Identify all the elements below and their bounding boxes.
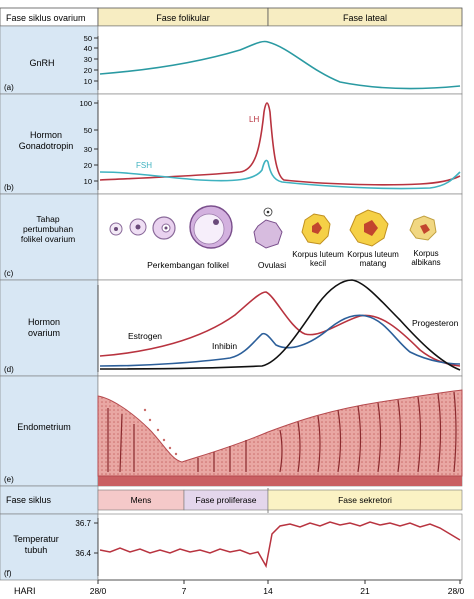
young-cl-caption-2: kecil (310, 259, 326, 268)
development-caption: Perkembangan folikel (147, 260, 229, 270)
endometrium-basal-layer (98, 476, 462, 486)
proliferative-label: Fase proliferase (196, 495, 257, 505)
inhibin-curve (99, 314, 461, 367)
temperature-tick-36-4: 36.4 (75, 549, 91, 558)
fsh-curve (99, 159, 461, 190)
secondary-follicle-illustration (152, 216, 176, 240)
days-label: HARI (14, 586, 36, 596)
days-axis: HARI 28/0 7 14 21 28/0 (14, 579, 465, 596)
mature-cl-caption-1: Korpus luteum (347, 250, 399, 259)
gonadotropin-plot-area (97, 93, 463, 195)
fsh-label: FSH (136, 161, 152, 170)
day-tick-21: 21 (360, 586, 370, 596)
follicle-letter: (c) (4, 269, 14, 278)
day-tick-14: 14 (263, 586, 273, 596)
menstrual-shedding-dots (143, 408, 178, 456)
panel-gnrh: GnRH (a) 50 40 30 20 10 (0, 25, 463, 95)
gnrh-y-axis: 50 40 30 20 10 (84, 34, 99, 90)
gonadotropin-tick-50: 50 (84, 126, 92, 135)
follicle-label-3: folikel ovarium (21, 234, 75, 244)
lh-label: LH (249, 115, 259, 124)
primary-follicle-illustration (129, 218, 147, 236)
gonadotropin-label-1: Hormon (30, 130, 62, 140)
gonadotropin-letter: (b) (4, 183, 14, 192)
endometrium-letter: (e) (4, 475, 14, 484)
gnrh-tick-50: 50 (84, 34, 92, 43)
ovarian-plot-area (97, 279, 463, 377)
albicans-caption-2: albikans (411, 258, 440, 267)
ovarian-label-1: Hormon (28, 317, 60, 327)
secretory-bar (267, 489, 463, 511)
header-follicular-label: Fase folikular (156, 13, 210, 23)
panel-cycle-phase: Fase siklus Mens Fase proliferase Fase s… (0, 485, 463, 515)
ovulation-caption: Ovulasi (258, 260, 286, 270)
cycle-label: Fase siklus (6, 495, 52, 505)
mens-label: Mens (131, 495, 152, 505)
gnrh-label: GnRH (29, 58, 54, 68)
gnrh-tick-30: 30 (84, 55, 92, 64)
gnrh-letter: (a) (4, 83, 14, 92)
panel-ovarian: Hormon ovarium (d) Estrogen Inhibin Prog… (0, 279, 463, 377)
gnrh-plot-area (97, 25, 463, 95)
primordial-follicle-illustration (109, 222, 123, 236)
young-corpus-luteum-illustration (301, 213, 331, 245)
temperature-label-1: Temperatur (13, 534, 59, 544)
header-luteal-label: Fase lateal (343, 13, 387, 23)
gonadotropin-label-2: Gonadotropin (19, 141, 74, 151)
panel-gonadotropin: Hormon Gonadotropin (b) 100 50 30 20 10 … (0, 93, 463, 195)
day-tick-28: 28/0 (448, 586, 465, 596)
progesteron-label: Progesteron (412, 318, 459, 328)
ovarian-letter: (d) (4, 365, 14, 374)
inhibin-label: Inhibin (212, 341, 237, 351)
lh-curve (99, 102, 461, 186)
panel-follicle: Tahap pertumbuhan folikel ovarium (c) (0, 193, 463, 281)
gonadotropin-tick-10: 10 (84, 177, 92, 186)
header-phase-label: Fase siklus ovarium (6, 13, 86, 23)
gnrh-curve (99, 40, 461, 90)
temperature-label-box (0, 513, 99, 581)
endometrium-label-box (0, 375, 99, 487)
temperature-label-2: tubuh (25, 545, 48, 555)
gnrh-tick-40: 40 (84, 44, 92, 53)
secretory-label: Fase sekretori (338, 495, 392, 505)
follicle-label-2: pertumbuhan (23, 224, 73, 234)
follicle-label-1: Tahap (36, 214, 59, 224)
temperature-curve (99, 521, 461, 569)
day-tick-0: 28/0 (90, 586, 107, 596)
gonadotropin-y-axis: 100 50 30 20 10 (79, 99, 99, 190)
mature-corpus-luteum-illustration (349, 209, 389, 247)
mature-cl-caption-2: matang (360, 259, 387, 268)
endometrium-label: Endometrium (17, 422, 71, 432)
estrogen-label: Estrogen (128, 331, 162, 341)
temperature-tick-36-7: 36.7 (75, 519, 91, 528)
ovarian-label-box (0, 279, 99, 377)
ovarian-label-2: ovarium (28, 328, 60, 338)
gnrh-tick-20: 20 (84, 66, 92, 75)
young-cl-caption-1: Korpus luteum (292, 250, 344, 259)
gonadotropin-label-box (0, 93, 99, 195)
tertiary-follicle-illustration (189, 205, 233, 249)
corpus-albicans-illustration (409, 215, 437, 241)
ovulation-illustration (253, 207, 283, 249)
gonadotropin-tick-20: 20 (84, 161, 92, 170)
gonadotropin-tick-30: 30 (84, 145, 92, 154)
gnrh-tick-10: 10 (84, 77, 92, 86)
panel-endometrium: Endometrium (e) (0, 375, 463, 487)
day-tick-7: 7 (182, 586, 187, 596)
panel-temperature: Temperatur tubuh (f) 36.7 36.4 (0, 513, 463, 581)
gonadotropin-tick-100: 100 (79, 99, 92, 108)
albicans-caption-1: Korpus (413, 249, 438, 258)
progesteron-curve (99, 279, 461, 371)
temperature-letter: (f) (4, 569, 12, 578)
endometrium-glands (107, 391, 457, 473)
